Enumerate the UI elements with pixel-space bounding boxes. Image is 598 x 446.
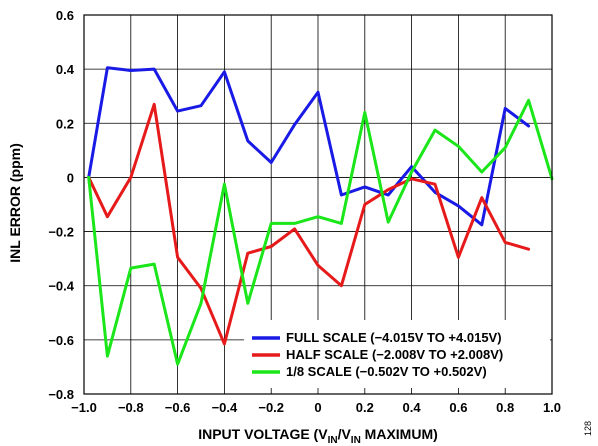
legend-label-full-scale: FULL SCALE (−4.015V TO +4.015V) xyxy=(286,330,502,345)
legend-label-eighth-scale: 1/8 SCALE (−0.502V TO +0.502V) xyxy=(286,364,487,379)
y-tick-label: −0.4 xyxy=(48,279,74,294)
x-tick-label: 0.4 xyxy=(403,400,422,415)
series-line-half-scale xyxy=(87,102,531,346)
x-tick-label: −0.6 xyxy=(165,400,191,415)
x-axis-title-main: INPUT VOLTAGE (V xyxy=(198,426,328,442)
x-tick-label: 0 xyxy=(314,400,321,415)
x-tick-label: 1.0 xyxy=(543,400,561,415)
legend: FULL SCALE (−4.015V TO +4.015V) HALF SCA… xyxy=(244,320,550,388)
plot-frame xyxy=(83,14,553,395)
y-tick-label: 0.4 xyxy=(56,62,75,77)
x-tick-label: 0.2 xyxy=(356,400,374,415)
legend-background xyxy=(244,320,550,388)
x-axis-title: INPUT VOLTAGE (VIN/VIN MAXIMUM) xyxy=(198,426,438,446)
y-tick-label: −0.2 xyxy=(48,225,74,240)
x-axis-title-mid: /V xyxy=(338,426,352,442)
x-tick-label: 0.8 xyxy=(496,400,514,415)
x-tick-label: −0.8 xyxy=(118,400,144,415)
y-tick-label: 0 xyxy=(67,170,74,185)
x-axis-title-sub2: IN xyxy=(351,435,361,446)
x-axis-title-tail: MAXIMUM) xyxy=(361,426,438,442)
y-tick-label: 0.6 xyxy=(56,8,74,23)
x-tick-label: −1.0 xyxy=(71,400,97,415)
series-lines xyxy=(87,66,554,366)
y-tick-label: −0.6 xyxy=(48,333,74,348)
y-axis-title: INL ERROR (ppm) xyxy=(7,143,23,263)
series-line-full-scale xyxy=(87,66,531,227)
y-tick-label: −0.8 xyxy=(48,387,74,402)
x-tick-label: −0.4 xyxy=(212,400,238,415)
legend-label-half-scale: HALF SCALE (−2.008V TO +2.008V) xyxy=(286,347,503,362)
y-tick-label: 0.2 xyxy=(56,116,74,131)
x-tick-label: 0.6 xyxy=(449,400,467,415)
tick-labels: −1.0 −0.8 −0.6 −0.4 −0.2 0 0.2 0.4 0.6 0.8 1.0−0.8… xyxy=(48,8,561,415)
figure-number: 128 xyxy=(583,421,593,436)
x-axis-title-sub1: IN xyxy=(328,435,338,446)
series-line-eighth-scale xyxy=(87,98,554,366)
x-tick-label: −0.2 xyxy=(258,400,284,415)
